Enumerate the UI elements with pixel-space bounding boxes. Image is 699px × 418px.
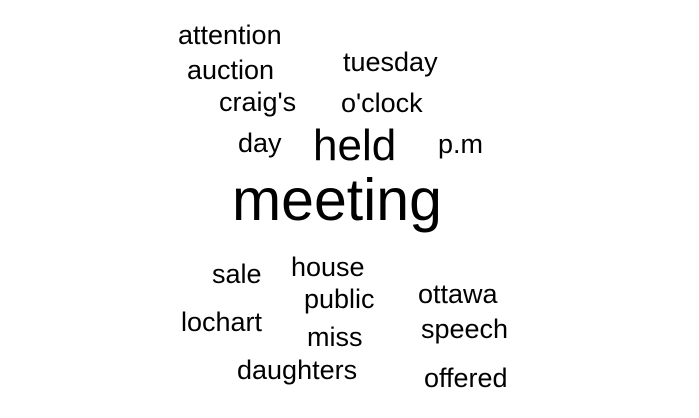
word-attention: attention: [178, 20, 282, 50]
word-craigs: craig's: [219, 87, 297, 117]
word-house: house: [291, 252, 365, 282]
word-pm: p.m: [438, 129, 484, 159]
word-public: public: [304, 284, 375, 314]
word-sale: sale: [212, 259, 262, 289]
word-held: held: [313, 121, 397, 170]
word-ottawa: ottawa: [418, 279, 498, 309]
word-oclock: o'clock: [341, 88, 423, 118]
word-tuesday: tuesday: [343, 47, 438, 77]
word-auction: auction: [187, 55, 275, 85]
word-lochart: lochart: [181, 307, 263, 337]
word-speech: speech: [421, 314, 509, 344]
word-miss: miss: [307, 322, 363, 352]
word-day: day: [238, 128, 282, 158]
word-meeting: meeting: [232, 167, 442, 233]
word-daughters: daughters: [237, 355, 358, 385]
word-offered: offered: [424, 363, 508, 393]
